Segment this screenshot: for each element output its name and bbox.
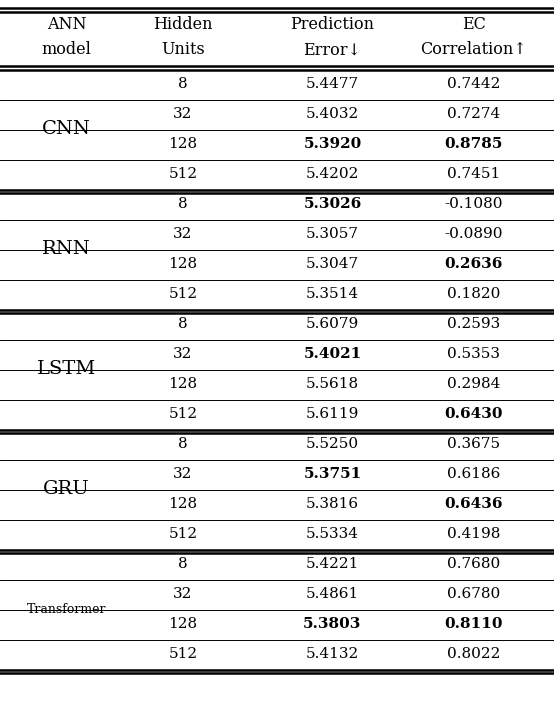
Text: 0.7274: 0.7274 [447,108,500,121]
Text: 0.6186: 0.6186 [447,467,500,482]
Text: 0.7442: 0.7442 [447,78,500,91]
Text: 8: 8 [178,78,188,91]
Text: 5.5618: 5.5618 [306,378,359,391]
Text: 32: 32 [173,467,192,482]
Text: 5.3920: 5.3920 [303,138,362,151]
Text: LSTM: LSTM [37,360,96,378]
Text: 0.6430: 0.6430 [444,408,503,421]
Text: 512: 512 [168,648,197,661]
Text: 128: 128 [168,498,197,511]
Text: 0.3675: 0.3675 [447,437,500,452]
Text: Hidden: Hidden [153,16,213,33]
Text: 5.3816: 5.3816 [306,498,359,511]
Text: 0.7680: 0.7680 [447,557,500,572]
Text: ANN: ANN [47,16,86,33]
Text: 128: 128 [168,378,197,391]
Text: 0.8785: 0.8785 [444,138,503,151]
Text: -0.1080: -0.1080 [444,197,503,212]
Text: model: model [42,41,91,58]
Text: -0.0890: -0.0890 [444,228,503,241]
Text: RNN: RNN [42,241,91,258]
Text: 8: 8 [178,557,188,572]
Text: 5.4202: 5.4202 [306,167,359,182]
Text: 512: 512 [168,287,197,302]
Text: Correlation↑: Correlation↑ [420,41,527,58]
Text: 32: 32 [173,348,192,361]
Text: 0.2636: 0.2636 [444,258,503,271]
Text: 0.6780: 0.6780 [447,587,500,602]
Text: 0.6436: 0.6436 [444,498,503,511]
Text: 5.3057: 5.3057 [306,228,359,241]
Text: GRU: GRU [43,480,90,498]
Text: 0.2984: 0.2984 [447,378,500,391]
Text: 0.8110: 0.8110 [444,617,503,632]
Text: 5.3514: 5.3514 [306,287,359,302]
Text: 0.2593: 0.2593 [447,317,500,332]
Text: CNN: CNN [42,121,91,139]
Text: 5.6119: 5.6119 [306,408,359,421]
Text: 8: 8 [178,437,188,452]
Text: 8: 8 [178,317,188,332]
Text: 5.5250: 5.5250 [306,437,359,452]
Text: 512: 512 [168,528,197,541]
Text: Transformer: Transformer [27,603,106,616]
Text: 0.8022: 0.8022 [447,648,500,661]
Text: 5.4221: 5.4221 [306,557,359,572]
Text: 512: 512 [168,167,197,182]
Text: 5.3803: 5.3803 [303,617,362,632]
Text: 32: 32 [173,587,192,602]
Text: 128: 128 [168,617,197,632]
Text: 0.4198: 0.4198 [447,528,500,541]
Text: 5.3751: 5.3751 [303,467,362,482]
Text: 0.7451: 0.7451 [447,167,500,182]
Text: 5.3026: 5.3026 [303,197,362,212]
Text: 128: 128 [168,138,197,151]
Text: Prediction: Prediction [290,16,375,33]
Text: 5.5334: 5.5334 [306,528,359,541]
Text: EC: EC [461,16,486,33]
Text: 5.6079: 5.6079 [306,317,359,332]
Text: 32: 32 [173,108,192,121]
Text: 5.4132: 5.4132 [306,648,359,661]
Text: Error↓: Error↓ [304,41,361,58]
Text: 5.4861: 5.4861 [306,587,359,602]
Text: 5.4477: 5.4477 [306,78,359,91]
Text: 0.5353: 0.5353 [447,348,500,361]
Text: 128: 128 [168,258,197,271]
Text: 8: 8 [178,197,188,212]
Text: 0.1820: 0.1820 [447,287,500,302]
Text: Units: Units [161,41,204,58]
Text: 5.3047: 5.3047 [306,258,359,271]
Text: 5.4021: 5.4021 [303,348,362,361]
Text: 512: 512 [168,408,197,421]
Text: 5.4032: 5.4032 [306,108,359,121]
Text: 32: 32 [173,228,192,241]
